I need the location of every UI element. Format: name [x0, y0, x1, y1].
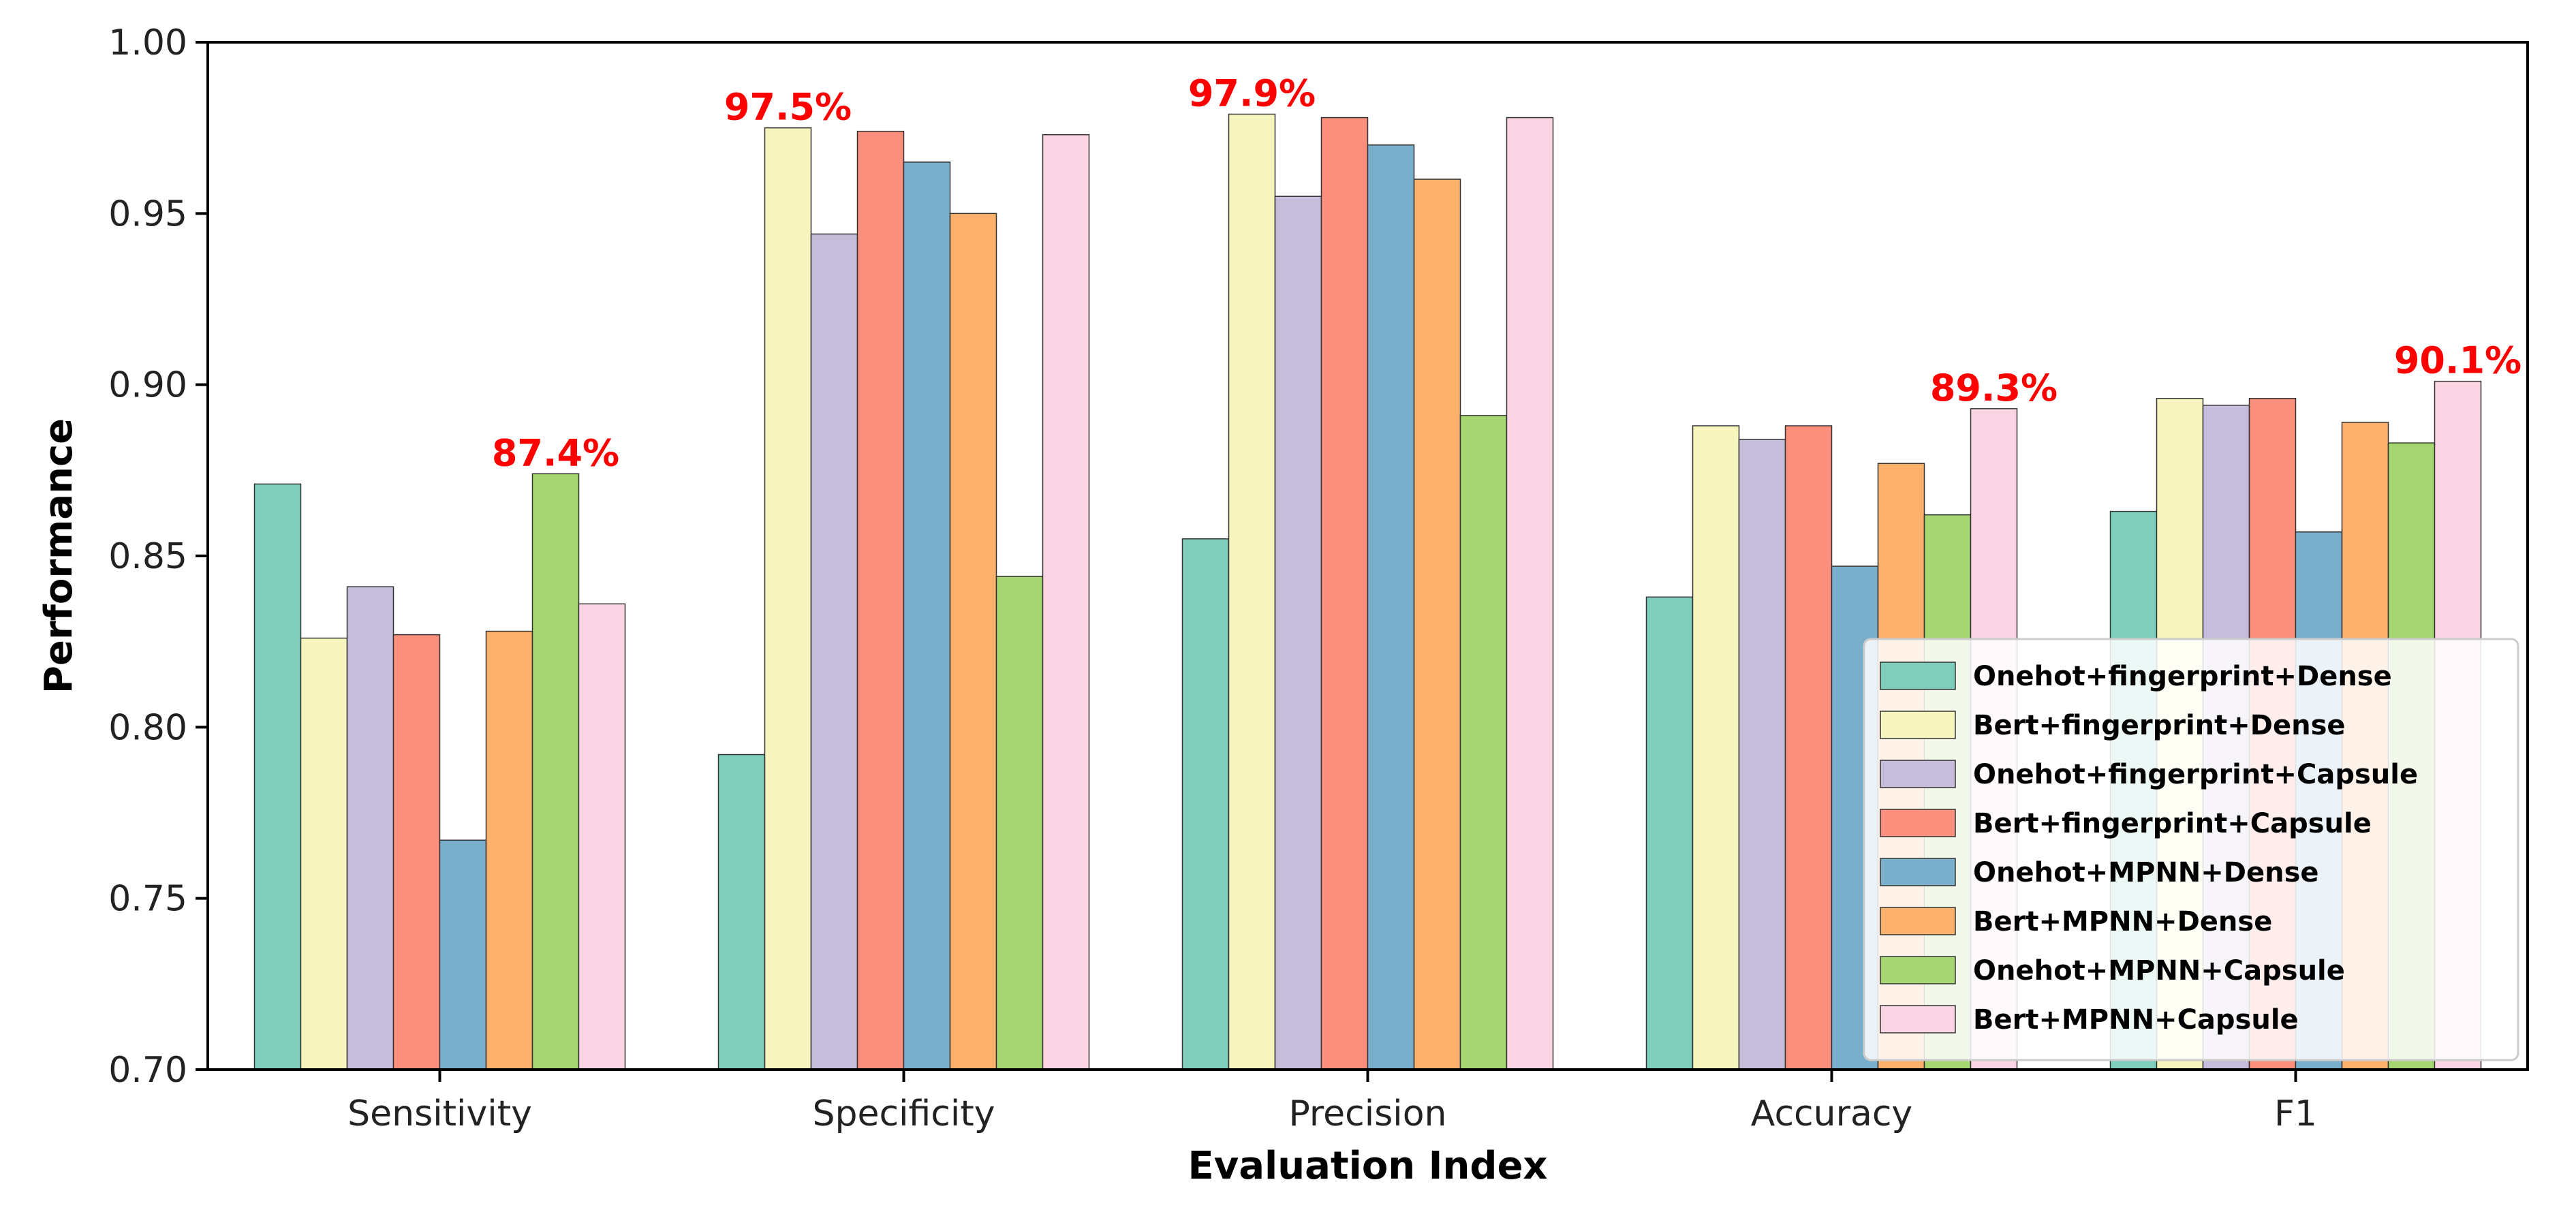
- bar-specificity-1: [764, 127, 812, 1070]
- bar-sensitivity-0: [253, 483, 302, 1070]
- bar-specificity-7: [1042, 134, 1090, 1070]
- bar-precision-4: [1367, 144, 1415, 1070]
- bar-precision-5: [1413, 178, 1461, 1070]
- bar-sensitivity-6: [531, 473, 580, 1070]
- bar-specificity-4: [903, 161, 951, 1070]
- x-tick-label: F1: [2274, 1093, 2317, 1134]
- bar-specificity-5: [949, 213, 997, 1070]
- bar-sensitivity-2: [346, 586, 394, 1070]
- x-tick-label: Precision: [1288, 1093, 1446, 1134]
- peak-annotation: 87.4%: [492, 431, 619, 474]
- bar-precision-0: [1181, 538, 1230, 1070]
- bar-sensitivity-7: [578, 603, 626, 1070]
- x-axis-title: Evaluation Index: [1188, 1144, 1547, 1188]
- y-tick-label: 1.00: [108, 22, 187, 63]
- bar-precision-6: [1459, 415, 1508, 1070]
- legend-swatch: [1880, 956, 1956, 984]
- y-tick-label: 0.75: [108, 879, 187, 920]
- x-axis: Sensitivity Specificity Precision Accuracy F…: [347, 1070, 2317, 1134]
- y-axis-title: Performance: [37, 418, 81, 694]
- legend-swatch: [1880, 760, 1956, 788]
- legend-swatch: [1880, 662, 1956, 690]
- bar-precision-1: [1228, 113, 1276, 1070]
- bar-specificity-6: [995, 576, 1044, 1070]
- y-tick-label: 0.95: [108, 193, 187, 234]
- legend-swatch: [1880, 711, 1956, 739]
- bar-sensitivity-5: [485, 630, 533, 1070]
- x-tick-label: Specificity: [813, 1093, 995, 1134]
- bar-precision-2: [1274, 196, 1322, 1070]
- bar-accuracy-1: [1692, 425, 1740, 1070]
- bar-specificity-0: [717, 753, 766, 1070]
- x-tick-label: Accuracy: [1751, 1093, 1912, 1134]
- legend-swatch: [1880, 809, 1956, 837]
- legend-swatch: [1880, 858, 1956, 886]
- legend-label: Bert+MPNN+Capsule: [1973, 1004, 2299, 1036]
- peak-annotation: 90.1%: [2394, 339, 2521, 382]
- annotations-layer: 87.4% 97.5% 97.9% 89.3% 90.1%: [492, 72, 2521, 475]
- y-axis: 0.70 0.75 0.80 0.85 0.90 0.95 1.00: [108, 22, 208, 1091]
- y-tick-label: 0.80: [108, 707, 187, 748]
- legend-label: Bert+fingerprint+Dense: [1973, 710, 2346, 741]
- bar-accuracy-3: [1784, 425, 1833, 1070]
- bar-specificity-2: [810, 233, 858, 1070]
- bar-specificity-3: [856, 130, 905, 1070]
- legend-label: Onehot+fingerprint+Capsule: [1973, 759, 2418, 790]
- bar-sensitivity-4: [439, 839, 487, 1070]
- y-tick-label: 0.85: [108, 536, 187, 577]
- legend-swatch: [1880, 907, 1956, 935]
- peak-annotation: 89.3%: [1930, 367, 2058, 409]
- bar-accuracy-2: [1738, 439, 1786, 1070]
- legend-label: Bert+fingerprint+Capsule: [1973, 808, 2372, 839]
- bar-sensitivity-3: [392, 634, 441, 1070]
- legend-label: Onehot+fingerprint+Dense: [1973, 661, 2392, 692]
- peak-annotation: 97.9%: [1188, 72, 1316, 115]
- legend: Onehot+fingerprint+Dense Bert+fingerprint…: [1863, 638, 2519, 1061]
- y-tick-label: 0.70: [108, 1050, 187, 1091]
- peak-annotation: 97.5%: [724, 86, 852, 129]
- x-tick-label: Sensitivity: [347, 1093, 532, 1134]
- bar-precision-7: [1506, 116, 1554, 1070]
- bar-accuracy-0: [1645, 596, 1694, 1070]
- legend-swatch: [1880, 1005, 1956, 1034]
- y-tick-label: 0.90: [108, 365, 187, 406]
- bar-sensitivity-1: [300, 637, 348, 1070]
- bar-precision-3: [1320, 116, 1369, 1070]
- legend-label: Onehot+MPNN+Dense: [1973, 857, 2319, 888]
- legend-label: Onehot+MPNN+Capsule: [1973, 955, 2345, 986]
- legend-label: Bert+MPNN+Dense: [1973, 906, 2272, 937]
- legend-box: [1863, 638, 2519, 1061]
